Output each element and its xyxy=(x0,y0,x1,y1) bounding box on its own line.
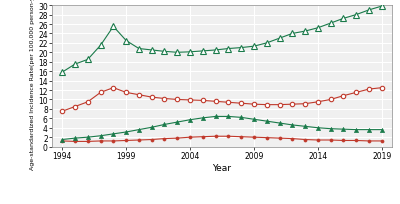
Y-axis label: Age-standardized Incidence Rate(per 100,000 person-year): Age-standardized Incidence Rate(per 100,… xyxy=(30,0,35,169)
X-axis label: Year: Year xyxy=(212,163,232,172)
